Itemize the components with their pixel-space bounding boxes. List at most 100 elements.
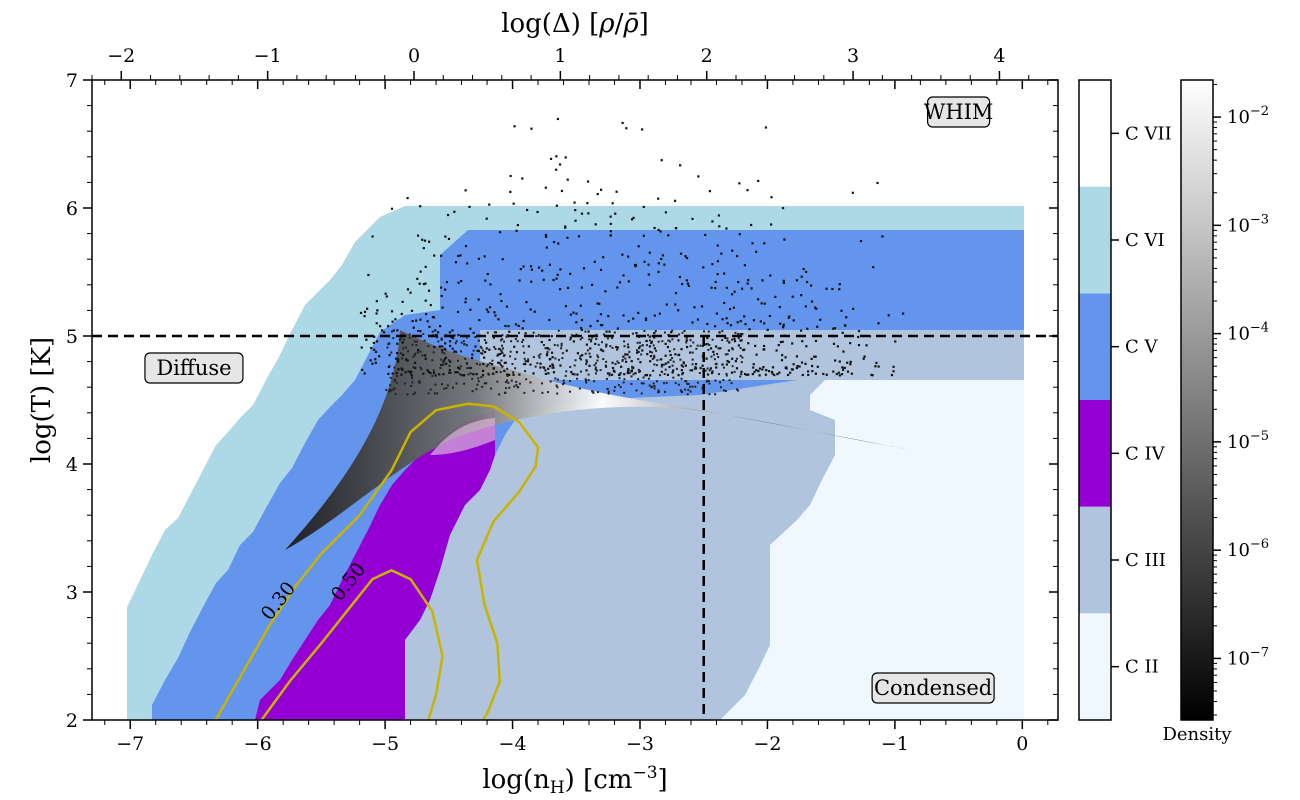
scatter-point — [518, 331, 521, 334]
scatter-point — [463, 343, 466, 346]
scatter-point — [460, 374, 463, 377]
scatter-point — [465, 362, 468, 365]
scatter-point — [706, 367, 709, 370]
scatter-point — [410, 309, 414, 312]
scatter-point — [564, 374, 567, 377]
scatter-point — [606, 337, 609, 340]
scatter-point — [661, 340, 664, 343]
scatter-point — [504, 381, 507, 384]
scatter-point — [516, 386, 519, 389]
scatter-point — [705, 343, 708, 346]
scatter-point — [434, 329, 437, 332]
scatter-point — [424, 354, 427, 357]
scatter-point — [584, 378, 587, 381]
scatter-point — [756, 298, 760, 301]
scatter-point — [411, 343, 414, 346]
scatter-point — [735, 388, 738, 391]
scatter-point — [616, 348, 619, 351]
density-tick-label: 10−6 — [1227, 537, 1269, 561]
scatter-point — [631, 367, 634, 370]
scatter-point — [857, 330, 861, 333]
scatter-point — [687, 284, 690, 287]
scatter-point — [421, 238, 424, 241]
scatter-point — [451, 329, 454, 332]
scatter-point — [751, 373, 754, 376]
scatter-point — [594, 362, 597, 365]
scatter-point — [757, 370, 760, 373]
scatter-point — [455, 340, 458, 343]
scatter-point — [417, 348, 420, 352]
scatter-point — [739, 333, 742, 336]
scatter-point — [667, 234, 670, 237]
scatter-point — [444, 356, 447, 359]
scatter-point — [743, 372, 747, 376]
scatter-point — [810, 364, 814, 368]
scatter-point — [611, 366, 615, 370]
scatter-point — [417, 381, 420, 384]
scatter-point — [438, 373, 441, 376]
scatter-point — [401, 368, 404, 371]
scatter-point — [599, 323, 603, 327]
scatter-point — [492, 372, 495, 375]
scatter-point — [586, 202, 589, 205]
scatter-point — [564, 226, 567, 229]
scatter-point — [674, 303, 677, 306]
scatter-point — [580, 318, 584, 322]
scatter-point — [479, 345, 482, 348]
scatter-point — [560, 344, 563, 347]
scatter-point — [399, 337, 402, 340]
scatter-point — [694, 362, 698, 366]
scatter-point — [716, 244, 719, 247]
scatter-point — [459, 350, 462, 353]
scatter-point — [555, 277, 558, 280]
scatter-point — [708, 393, 711, 396]
scatter-point — [510, 340, 513, 343]
scatter-point — [801, 340, 804, 343]
scatter-point — [680, 282, 684, 286]
scatter-point — [423, 339, 426, 342]
scatter-point — [522, 363, 525, 366]
scatter-point — [655, 364, 658, 367]
scatter-point — [363, 372, 366, 375]
scatter-point — [653, 385, 656, 388]
scatter-point — [425, 313, 428, 316]
scatter-point — [800, 329, 803, 332]
scatter-point — [424, 282, 427, 285]
high-temperature-scatter — [359, 117, 905, 396]
scatter-point — [432, 371, 436, 374]
scatter-point — [759, 320, 762, 323]
scatter-point — [596, 319, 599, 323]
scatter-point — [621, 253, 624, 256]
scatter-point — [622, 274, 625, 277]
scatter-point — [544, 235, 548, 239]
scatter-point — [412, 393, 415, 396]
scatter-point — [560, 342, 563, 345]
scatter-point — [523, 351, 526, 354]
scatter-point — [724, 353, 727, 356]
scatter-point — [694, 366, 697, 369]
scatter-point — [613, 370, 616, 373]
region-label-box — [926, 96, 991, 128]
scatter-point — [752, 363, 755, 366]
scatter-point — [639, 345, 642, 348]
scatter-point — [440, 358, 443, 361]
scatter-point — [412, 355, 415, 358]
scatter-point — [712, 350, 715, 353]
scatter-point — [649, 335, 652, 338]
scatter-point — [454, 261, 458, 264]
scatter-point — [690, 369, 694, 372]
scatter-point — [396, 342, 399, 345]
scatter-point — [757, 179, 760, 183]
scatter-point — [689, 369, 692, 372]
scatter-point — [544, 369, 547, 372]
scatter-point — [406, 393, 409, 396]
scatter-point — [591, 390, 594, 393]
scatter-point — [477, 298, 480, 301]
scatter-point — [782, 326, 785, 329]
scatter-point — [566, 178, 569, 181]
scatter-point — [716, 273, 719, 276]
scatter-point — [681, 331, 684, 334]
scatter-point — [518, 373, 521, 376]
scatter-point — [630, 360, 633, 363]
scatter-point — [632, 216, 635, 219]
